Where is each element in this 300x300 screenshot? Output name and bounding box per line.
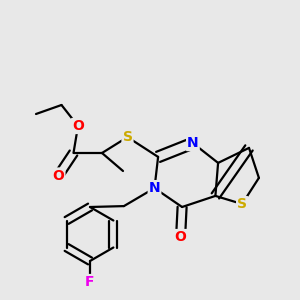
Text: S: S (122, 130, 133, 144)
Text: O: O (175, 230, 187, 244)
Text: S: S (237, 197, 247, 211)
Text: O: O (72, 119, 84, 133)
Text: N: N (187, 136, 199, 150)
Text: O: O (52, 169, 64, 182)
Text: F: F (85, 275, 95, 289)
Text: N: N (149, 181, 160, 195)
